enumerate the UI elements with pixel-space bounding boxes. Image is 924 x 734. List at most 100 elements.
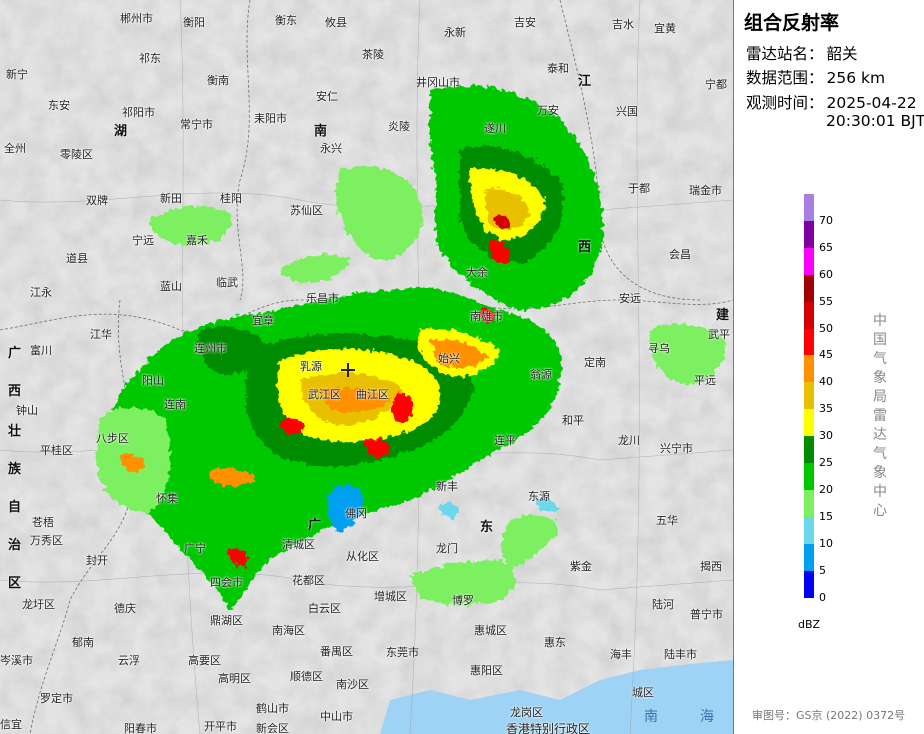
city-label: 零陵区 <box>60 148 93 161</box>
city-label: 万安 <box>537 104 559 117</box>
city-label: 紫金 <box>570 560 592 573</box>
station-row: 雷达站名： 韶关 <box>746 42 858 64</box>
range-row: 数据范围： 256 km <box>746 66 885 88</box>
city-label: 遂川 <box>484 122 506 135</box>
city-label: 蓝山 <box>160 280 182 293</box>
city-label: 宜章 <box>252 314 274 327</box>
city-label: 揭西 <box>700 560 722 573</box>
time-row: 观测时间： 2025-04-22 <box>746 91 917 113</box>
city-label: 宁都 <box>705 78 727 91</box>
city-label: 始兴 <box>438 352 460 365</box>
agency-vertical-text: 中国气象局雷达气象中心 <box>873 313 887 519</box>
city-label: 苏仙区 <box>290 204 323 217</box>
city-label: 桂阳 <box>220 192 242 205</box>
city-label: 高明区 <box>218 672 251 685</box>
city-label: 茶陵 <box>362 48 384 61</box>
scale-swatch <box>804 570 814 599</box>
scale-swatch <box>804 489 814 518</box>
city-label: 于都 <box>628 182 650 195</box>
range-label: 数据范围： <box>746 69 824 87</box>
city-label: 番禺区 <box>320 645 353 658</box>
radar-site-marker <box>341 363 355 377</box>
scale-value: 55 <box>819 294 833 308</box>
city-label: 炎陵 <box>388 120 410 133</box>
city-label: 怀集 <box>156 492 178 505</box>
city-label: 广宁 <box>184 542 206 555</box>
city-label: 连南 <box>164 398 186 411</box>
city-label: 临武 <box>216 276 238 289</box>
city-label: 中山市 <box>320 710 353 723</box>
city-label: 增城区 <box>374 590 407 603</box>
scale-value: 10 <box>819 536 833 550</box>
city-label: 岑溪市 <box>0 654 33 667</box>
city-label: 平桂区 <box>40 444 73 457</box>
province-label: 西 <box>8 384 22 399</box>
city-label: 普宁市 <box>690 608 723 621</box>
scale-value: 25 <box>819 456 833 469</box>
city-label: 从化区 <box>346 550 379 563</box>
city-label: 吉水 <box>612 18 634 31</box>
unit-label: dBZ <box>798 618 821 631</box>
radar-map[interactable]: 郴州市 衡阳 衡东 攸县 永新 吉安 吉水 宜黄 新宁 东安 祁东 衡南 茶陵 泰和 井冈山市 祁阳市 常宁市 耒… <box>0 0 733 734</box>
province-label: 族 <box>8 462 22 477</box>
city-label: 苍梧 <box>32 516 54 529</box>
city-label: 鼎湖区 <box>210 614 243 627</box>
city-label: 清城区 <box>282 538 315 551</box>
scale-value: 15 <box>819 509 833 523</box>
city-label: 顺德区 <box>290 670 323 683</box>
info-panel: 组合反射率 雷达站名： 韶关 数据范围： 256 km 观测时间： 2025-04-2… <box>733 0 924 734</box>
scale-value: 40 <box>819 375 833 389</box>
city-label: 博罗 <box>452 594 474 607</box>
city-label: 安仁 <box>316 90 338 103</box>
province-label: 湖 <box>114 124 128 139</box>
time-date: 2025-04-22 <box>826 94 917 112</box>
scale-value: 60 <box>819 267 833 281</box>
scale-swatch <box>804 463 814 491</box>
city-label: 武江区 <box>308 388 341 401</box>
scale-swatch <box>804 301 814 330</box>
city-label: 八步区 <box>96 432 129 445</box>
city-label: 四会市 <box>210 576 243 589</box>
city-label: 新会区 <box>256 722 289 734</box>
city-label: 龙岗区 <box>510 706 543 719</box>
city-label: 南雄市 <box>470 310 503 323</box>
scale-swatch <box>804 274 814 303</box>
city-label: 惠城区 <box>474 624 507 637</box>
province-label: 壮 <box>8 424 22 439</box>
map-review-number: 审图号：GS京 (2022) 0372号 <box>752 709 906 722</box>
scale-value: 5 <box>819 563 826 577</box>
scale-value: 30 <box>819 429 833 443</box>
city-label: 钟山 <box>16 404 38 417</box>
product-title: 组合反射率 <box>744 12 840 34</box>
city-label: 云浮 <box>118 654 140 667</box>
city-label: 新丰 <box>436 480 458 493</box>
scale-value: 50 <box>819 321 833 335</box>
city-label: 鹤山市 <box>256 702 289 715</box>
city-label: 大余 <box>466 266 488 279</box>
city-label: 陆丰市 <box>664 648 697 661</box>
sea-label: 南 <box>644 709 658 725</box>
scale-swatch <box>804 409 814 437</box>
scale-swatch <box>804 543 814 572</box>
city-label: 东安 <box>48 99 70 112</box>
scale-value: 45 <box>819 348 833 362</box>
city-label: 东源 <box>528 490 550 503</box>
city-label: 平远 <box>694 374 716 387</box>
city-label: 会昌 <box>669 248 691 261</box>
city-label: 兴宁市 <box>660 442 693 455</box>
city-label: 新宁 <box>6 68 28 81</box>
scale-swatch <box>804 355 814 383</box>
radar-echo-layer <box>96 85 726 610</box>
scale-value: 65 <box>819 240 833 254</box>
city-label: 道县 <box>66 252 88 265</box>
city-label: 常宁市 <box>180 118 213 131</box>
province-label: 自 <box>8 500 22 515</box>
time-label: 观测时间： <box>746 94 824 112</box>
city-label: 封开 <box>86 554 108 567</box>
city-label: 连州市 <box>194 342 227 355</box>
city-label: 安远 <box>619 292 641 305</box>
city-label: 泰和 <box>547 62 569 75</box>
city-label: 海丰 <box>610 648 632 661</box>
city-label: 白云区 <box>308 602 341 615</box>
